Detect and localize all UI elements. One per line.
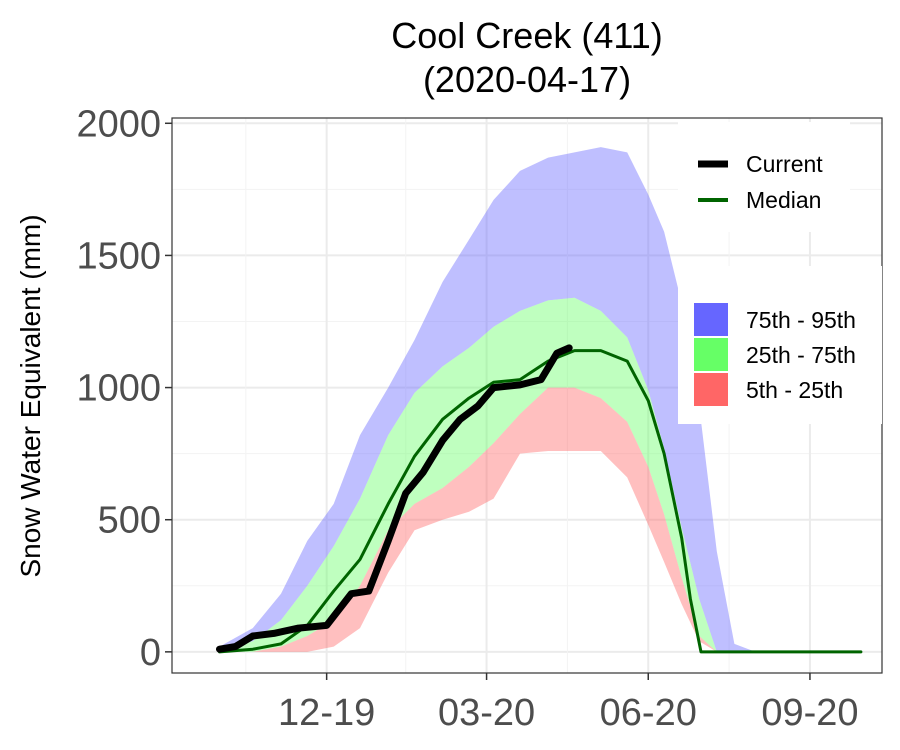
y-tick-label: 1000 [76,368,161,410]
legend-swatch-p5_25 [694,373,728,406]
legend-lines-box [678,122,850,232]
band-5th-25th [219,387,861,652]
y-axis-label: Snow Water Equivalent (mm) [15,214,46,577]
chart-title: Cool Creek (411) [391,15,662,56]
legend-label-p25_75: 25th - 75th [746,342,856,368]
legend-label-median: Median [746,187,821,213]
x-tick-label: 06-20 [600,692,697,734]
legend-bands: 75th - 95th 25th - 75th 5th - 25th [678,266,882,424]
legend-swatch-p75_95 [694,303,728,336]
y-tick-label: 500 [98,500,161,542]
chart-subtitle: (2020-04-17) [423,59,631,100]
data-lines [216,344,863,654]
legend-label-p5_25: 5th - 25th [746,377,843,403]
grid-lines [172,118,882,673]
legend-lines: Current Median [678,122,850,232]
x-axis-ticks: 12-19 03-20 06-20 09-20 [278,673,859,734]
y-tick-label: 2000 [76,103,161,145]
legend-label-current: Current [746,151,823,177]
band-25th-75th [219,297,861,652]
y-tick-label: 0 [140,632,161,674]
x-tick-label: 09-20 [761,692,858,734]
percentile-bands [219,147,861,652]
legend-label-p75_95: 75th - 95th [746,307,856,333]
y-axis-ticks: 0 500 1000 1500 2000 [76,103,172,674]
legend-swatch-p25_75 [694,338,728,371]
x-tick-label: 12-19 [278,692,375,734]
current-line [216,344,573,653]
x-tick-label: 03-20 [438,692,535,734]
band-75th-95th [219,147,861,652]
y-tick-label: 1500 [76,235,161,277]
